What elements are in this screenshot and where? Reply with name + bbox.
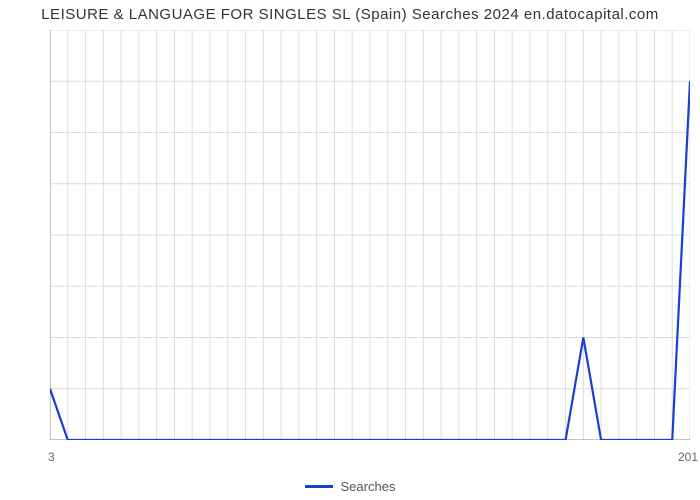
chart-container: LEISURE & LANGUAGE FOR SINGLES SL (Spain…: [0, 0, 700, 500]
legend-label: Searches: [341, 479, 396, 494]
secondary-label-right: 201: [678, 450, 698, 464]
legend: Searches: [0, 479, 700, 494]
legend-swatch: [305, 485, 333, 488]
secondary-label-left: 3: [48, 450, 55, 464]
plot-area: 012345678 20152016612: [50, 30, 690, 440]
chart-title: LEISURE & LANGUAGE FOR SINGLES SL (Spain…: [0, 6, 700, 23]
